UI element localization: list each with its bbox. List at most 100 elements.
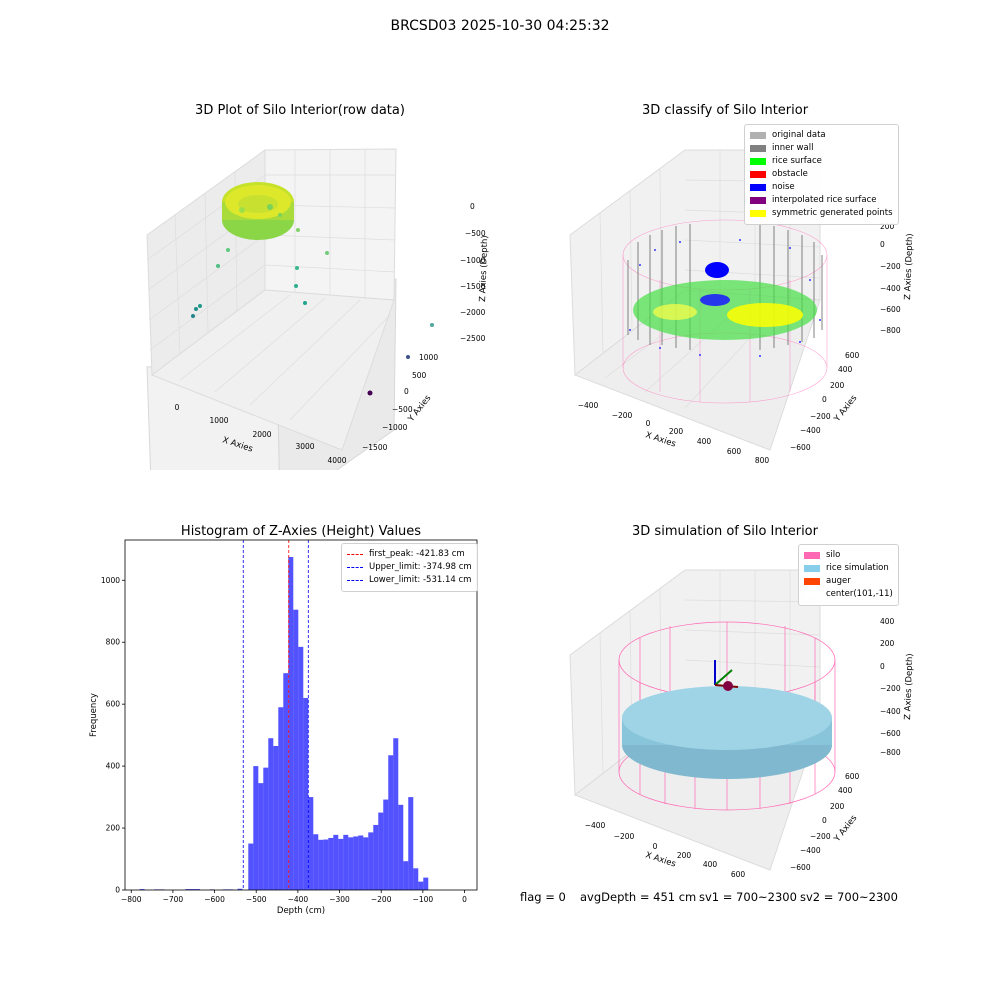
histogram-bar: [273, 745, 279, 890]
legend-swatch: [750, 184, 766, 191]
histogram-bar: [373, 824, 379, 890]
simulation-ztick: 0: [880, 662, 885, 671]
histogram-bar: [278, 707, 284, 890]
histogram-xtick-label: −100: [413, 895, 434, 904]
classify-symmetric-points: [727, 303, 803, 327]
simulation-xtick: −200: [614, 832, 635, 841]
raw-outlier-points: [191, 228, 434, 396]
legend-line-blue: [347, 567, 363, 568]
histogram-xtick-label: −600: [204, 895, 225, 904]
raw-xtick: 3000: [295, 442, 314, 451]
raw-ztick: −500: [465, 229, 486, 238]
histogram-chart[interactable]: −800 −700 −600 −500 −400 −300 −200 −100 0 0 200 40…: [80, 535, 490, 920]
histogram-bar: [423, 877, 429, 890]
simulation-xtick: 0: [653, 842, 658, 851]
raw-zlabel: Z Axies (Depth): [478, 235, 490, 302]
simulation-ylabel: Y Axies: [832, 813, 860, 845]
simulation-legend: silo rice simulation auger center(101,-1…: [798, 544, 899, 606]
histogram-bar: [388, 755, 394, 890]
classify-legend: original data inner wall rice surface ob…: [744, 124, 899, 225]
histogram-bar: [323, 839, 329, 890]
histogram-bar: [338, 838, 344, 890]
classify-ztick: −400: [880, 284, 901, 293]
histogram-xtick-label: −400: [288, 895, 309, 904]
simulation-3d-plot[interactable]: −400 −200 0 200 400 600 600 400 200 0 −2…: [560, 550, 920, 890]
histogram-axes-frame: [124, 539, 478, 891]
histogram-bar: [313, 834, 319, 890]
histogram-bar: [413, 868, 419, 890]
histogram-bar: [418, 881, 424, 890]
histogram-ytick-label: 1000: [101, 576, 120, 585]
legend-swatch: [804, 578, 820, 585]
simulation-rice-body: [622, 686, 832, 779]
legend-entry-lower-limit: Lower_limit: -531.14 cm: [347, 574, 472, 587]
legend-swatch: [804, 552, 820, 559]
histogram-bar: [378, 812, 384, 890]
classify-plot-title: 3D classify of Silo Interior: [641, 103, 809, 118]
classify-ytick: −600: [790, 443, 811, 452]
legend-swatch: [804, 591, 820, 598]
legend-swatch: [750, 210, 766, 217]
histogram-bar: [263, 767, 269, 890]
histogram-xtick-label: −200: [371, 895, 392, 904]
histogram-bar: [358, 835, 364, 890]
raw-ytick: 1000: [419, 353, 438, 362]
legend-entry-center: center(101,-11): [804, 588, 893, 601]
histogram-bar: [318, 839, 324, 890]
histogram-bar: [363, 837, 369, 890]
status-avg-depth: avgDepth = 451 cm: [580, 890, 697, 904]
histogram-bar: [328, 837, 334, 890]
classify-ytick: 0: [822, 395, 827, 404]
classify-xtick: 200: [669, 427, 684, 436]
raw-xtick: 4000: [327, 456, 346, 465]
legend-entry-auger: auger: [804, 575, 893, 588]
simulation-ytick: 600: [845, 772, 860, 781]
raw-pane-floor: [150, 289, 395, 451]
histogram-bar: [333, 834, 339, 890]
legend-entry-silo: silo: [804, 549, 893, 562]
simulation-xtick: 200: [677, 851, 692, 860]
legend-swatch: [804, 565, 820, 572]
raw-ztick: −2000: [460, 308, 486, 317]
classify-xtick: 800: [755, 456, 770, 465]
classify-zlabel: Z Axies (Depth): [903, 233, 915, 300]
classify-symmetric-points: [653, 304, 697, 320]
histogram-xtick-label: −300: [329, 895, 350, 904]
legend-swatch: [750, 171, 766, 178]
legend-entry-inner-wall: inner wall: [750, 142, 893, 155]
simulation-ytick: −400: [800, 846, 821, 855]
raw-point-cluster: [222, 182, 294, 240]
raw-xtick: 1000: [209, 416, 228, 425]
histogram-xtick-label: −500: [246, 895, 267, 904]
raw-ytick: 500: [412, 371, 427, 380]
histogram-bar: [303, 697, 309, 890]
raw-xtick: 0: [175, 403, 180, 412]
classify-noise-points: [629, 239, 821, 357]
raw-ztick: −1500: [460, 282, 486, 291]
classify-ytick: 400: [838, 365, 853, 374]
legend-entry-rice-surface: rice surface: [750, 155, 893, 168]
histogram-ytick-label: 800: [106, 638, 121, 647]
legend-entry-upper-limit: Upper_limit: -374.98 cm: [347, 561, 472, 574]
status-sv2: sv2 = 700~2300: [800, 890, 898, 904]
legend-swatch: [750, 197, 766, 204]
legend-entry-rice-simulation: rice simulation: [804, 562, 893, 575]
raw-3d-plot[interactable]: 0 1000 2000 3000 4000 1000 500 0 −500 −1…: [130, 130, 490, 470]
histogram-bar: [383, 799, 389, 890]
classify-xtick: −200: [612, 411, 633, 420]
histogram-bar: [237, 888, 243, 890]
legend-entry-first-peak: first_peak: -421.83 cm: [347, 548, 472, 561]
raw-ztick: 0: [470, 202, 475, 211]
histogram-xtick-label: 0: [462, 895, 467, 904]
legend-entry-obstacle: obstacle: [750, 168, 893, 181]
status-flag: flag = 0: [520, 890, 566, 904]
histogram-ytick-label: 200: [106, 824, 121, 833]
histogram-ylabel: Frequency: [89, 693, 99, 737]
histogram-bar: [393, 738, 399, 890]
classify-xtick: 600: [727, 447, 742, 456]
figure-title: BRCSD03 2025-10-30 04:25:32: [390, 18, 610, 34]
raw-plot-title: 3D Plot of Silo Interior(row data): [195, 103, 405, 118]
histogram-bar: [298, 646, 304, 890]
simulation-ytick: −200: [810, 832, 831, 841]
histogram-bar: [348, 837, 354, 890]
